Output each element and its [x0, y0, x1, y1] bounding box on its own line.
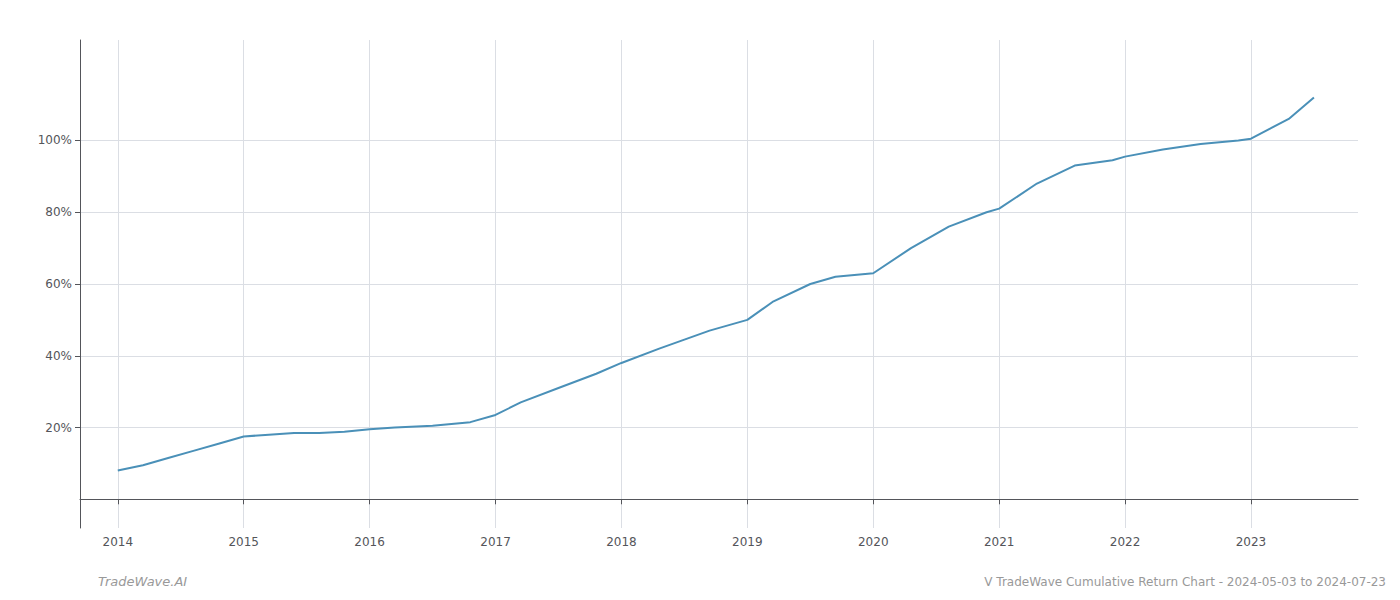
svg-text:2014: 2014: [102, 535, 133, 549]
svg-text:2021: 2021: [984, 535, 1015, 549]
svg-text:2023: 2023: [1236, 535, 1267, 549]
svg-text:100%: 100%: [38, 133, 72, 147]
svg-text:2020: 2020: [858, 535, 889, 549]
svg-text:2022: 2022: [1110, 535, 1141, 549]
svg-text:2017: 2017: [480, 535, 511, 549]
svg-text:2019: 2019: [732, 535, 763, 549]
svg-text:2018: 2018: [606, 535, 637, 549]
svg-text:2016: 2016: [354, 535, 385, 549]
svg-text:80%: 80%: [45, 205, 72, 219]
svg-text:V TradeWave Cumulative Return: V TradeWave Cumulative Return Chart - 20…: [984, 575, 1386, 589]
svg-text:2015: 2015: [228, 535, 259, 549]
svg-text:40%: 40%: [45, 349, 72, 363]
svg-text:TradeWave.AI: TradeWave.AI: [98, 574, 187, 589]
svg-text:20%: 20%: [45, 421, 72, 435]
svg-text:60%: 60%: [45, 277, 72, 291]
